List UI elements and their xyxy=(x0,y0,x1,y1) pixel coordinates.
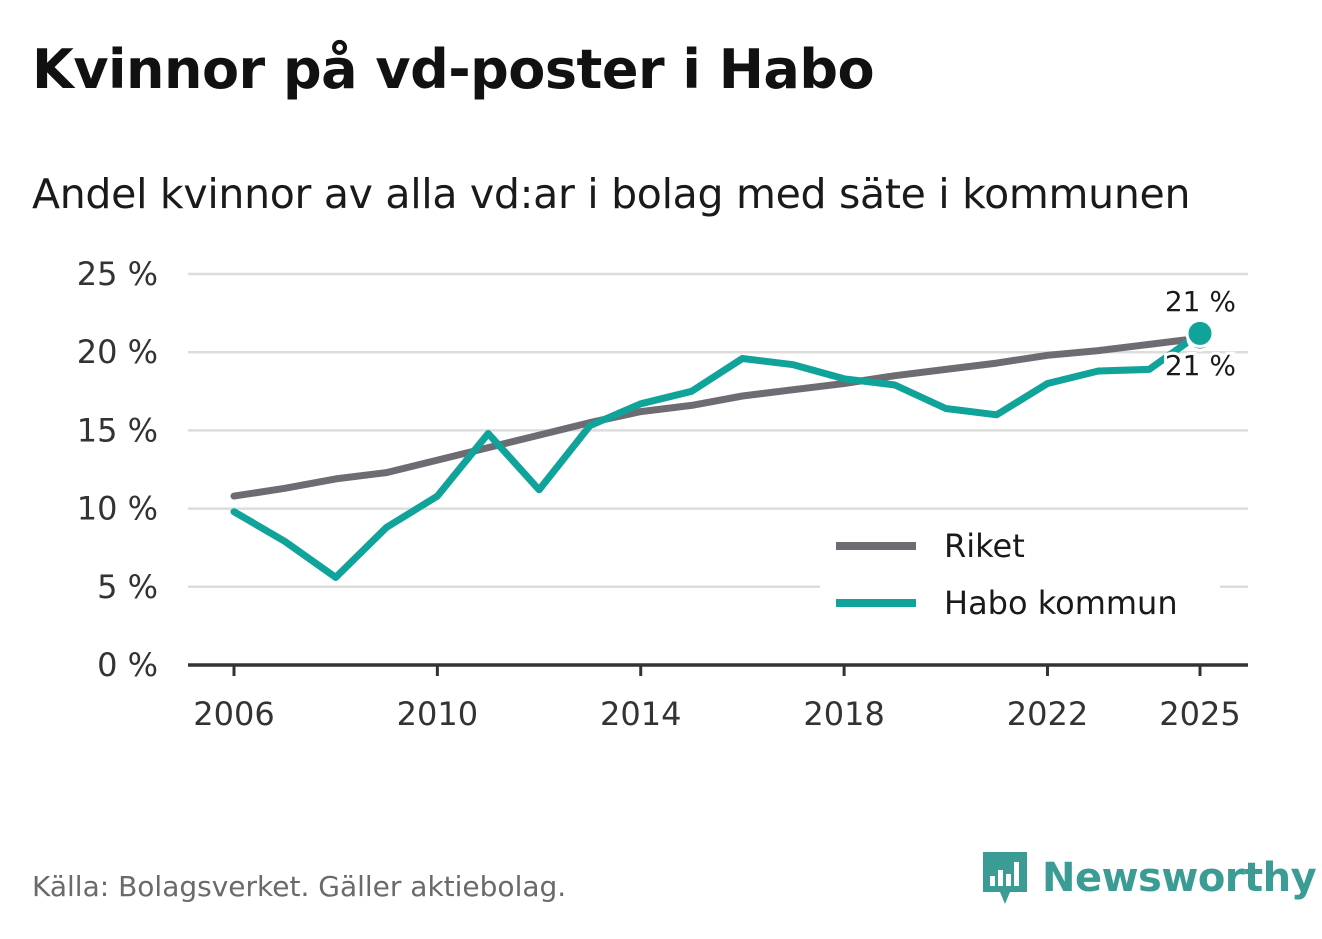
legend-label-riket: Riket xyxy=(944,527,1025,565)
x-tick-label: 2010 xyxy=(397,695,478,733)
x-tick-label: 2014 xyxy=(600,695,681,733)
y-tick-label: 20 % xyxy=(77,333,158,371)
newsworthy-logo: Newsworthy xyxy=(980,848,1317,908)
x-tick-label: 2022 xyxy=(1007,695,1088,733)
legend: Riket Habo kommun xyxy=(820,518,1220,648)
chart-title: Kvinnor på vd-poster i Habo xyxy=(32,38,875,101)
series-line-riket xyxy=(230,334,1204,500)
end-labels: 21 % 21 % xyxy=(1162,282,1239,385)
y-tick-label: 5 % xyxy=(97,568,158,606)
end-label-riket: 21 % xyxy=(1165,349,1236,382)
brand-name: Newsworthy xyxy=(1042,855,1317,901)
x-tick-label: 2025 xyxy=(1159,695,1240,733)
newsworthy-logo-icon xyxy=(983,852,1027,904)
y-tick-label: 15 % xyxy=(77,411,158,449)
x-tick-label: 2006 xyxy=(193,695,274,733)
legend-label-habo: Habo kommun xyxy=(944,584,1178,622)
x-axis: 2006 2010 2014 2018 2022 2025 xyxy=(188,663,1248,733)
y-tick-label: 10 % xyxy=(77,490,158,528)
legend-background xyxy=(820,518,1220,648)
source-note: Källa: Bolagsverket. Gäller aktiebolag. xyxy=(32,870,567,903)
y-axis-tick-labels: 0 % 5 % 10 % 15 % 20 % 25 % xyxy=(77,255,158,684)
series-line-habo xyxy=(230,329,1204,581)
y-tick-label: 25 % xyxy=(77,255,158,293)
chart-subtitle: Andel kvinnor av alla vd:ar i bolag med … xyxy=(32,170,1191,218)
y-tick-label: 0 % xyxy=(97,646,158,684)
series-lines xyxy=(230,329,1204,581)
x-tick-label: 2018 xyxy=(803,695,884,733)
end-label-habo: 21 % xyxy=(1165,285,1236,318)
end-point-habo xyxy=(1185,318,1215,348)
